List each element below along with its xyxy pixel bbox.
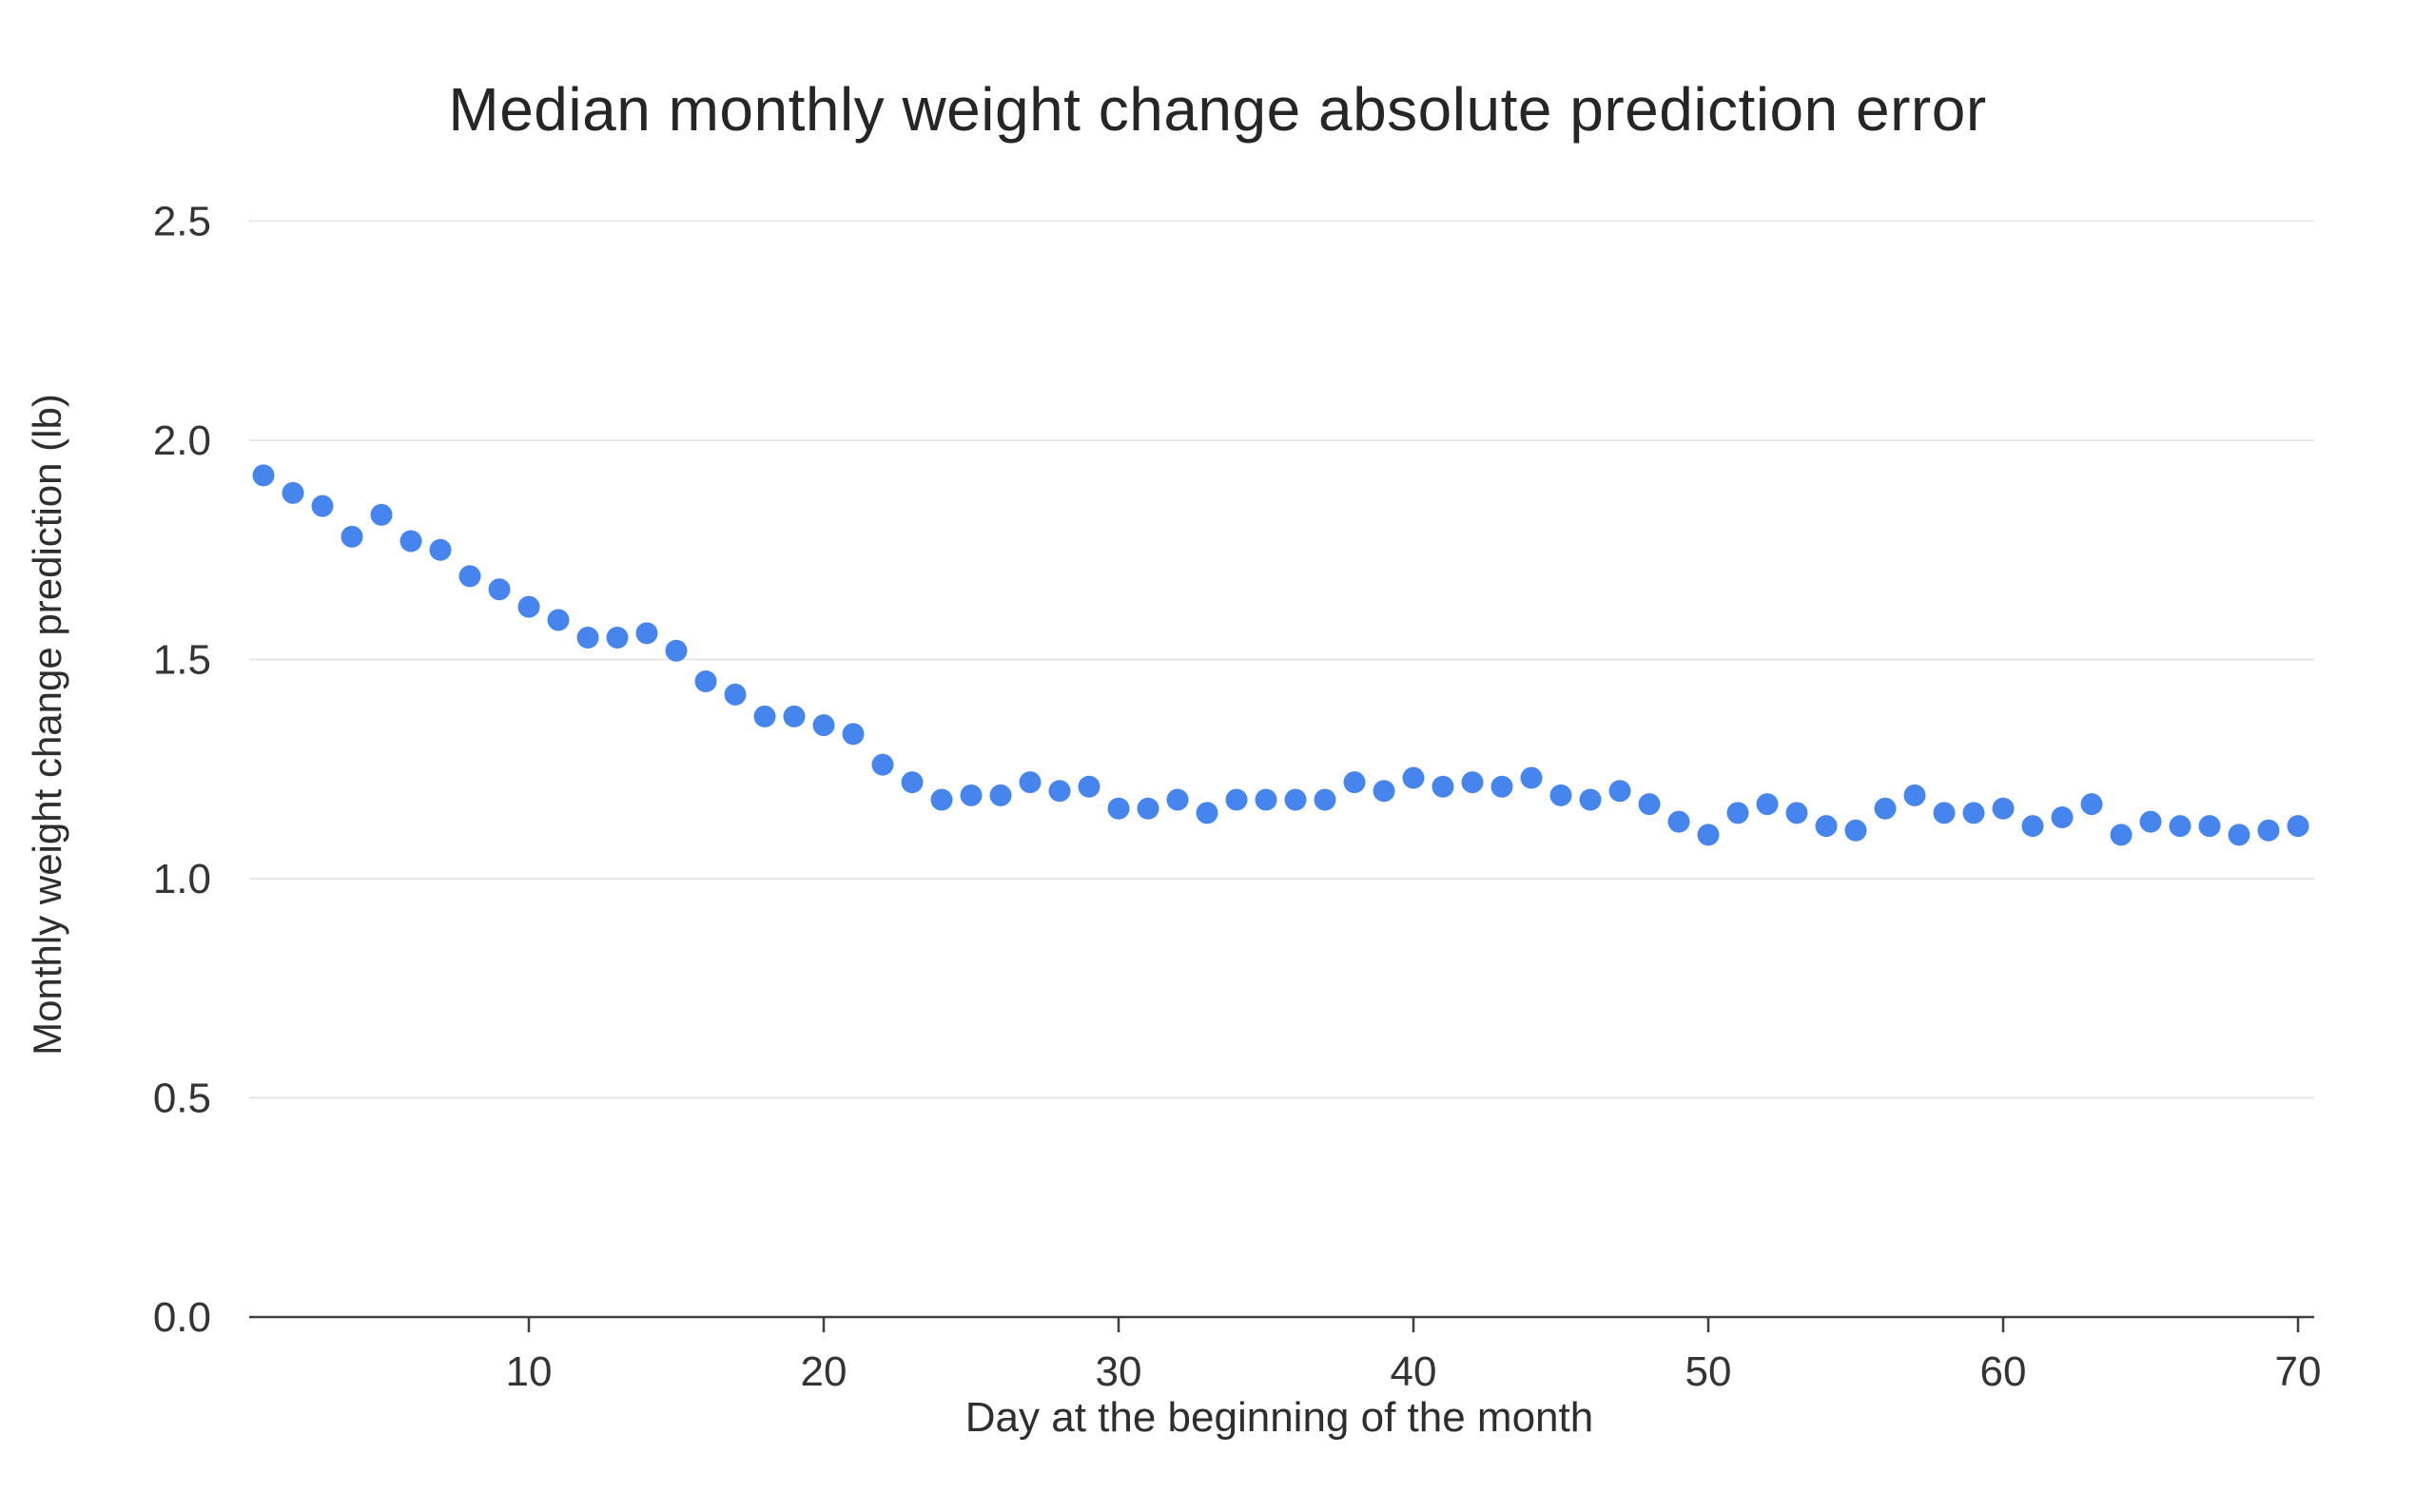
data-point xyxy=(2287,815,2309,838)
x-axis-title: Day at the beginning of the month xyxy=(964,1394,1594,1441)
data-point xyxy=(488,578,511,601)
data-point xyxy=(1726,802,1749,824)
data-point xyxy=(1874,797,1897,820)
data-point xyxy=(2257,819,2280,842)
data-point xyxy=(399,530,422,552)
data-point xyxy=(1933,802,1956,824)
y-tick-label: 1.0 xyxy=(153,856,211,902)
data-point xyxy=(1107,797,1130,820)
data-point xyxy=(2110,824,2133,846)
data-point xyxy=(694,670,717,693)
data-point xyxy=(812,714,835,737)
data-point xyxy=(311,494,334,517)
data-point xyxy=(1903,784,1926,806)
data-point xyxy=(1225,788,1248,811)
y-tick-label: 0.0 xyxy=(153,1294,211,1341)
y-tick-label: 2.0 xyxy=(153,417,211,464)
data-point xyxy=(341,525,363,548)
x-tick-label: 70 xyxy=(2275,1348,2322,1395)
data-point xyxy=(606,626,629,649)
data-point xyxy=(1490,775,1513,798)
data-point xyxy=(1166,788,1189,811)
data-point xyxy=(429,538,452,561)
data-point xyxy=(1196,802,1218,824)
data-point xyxy=(458,565,481,588)
data-point xyxy=(753,705,776,727)
y-tick-label: 1.5 xyxy=(153,637,211,684)
data-point xyxy=(576,626,599,649)
data-point xyxy=(783,705,806,727)
y-tick-label: 0.5 xyxy=(153,1076,211,1122)
data-point xyxy=(1373,780,1395,803)
data-point xyxy=(1844,819,1867,842)
data-point xyxy=(1579,788,1602,811)
x-tick-label: 20 xyxy=(801,1348,847,1395)
data-point xyxy=(1284,788,1307,811)
data-point xyxy=(1667,810,1690,833)
data-point xyxy=(1785,802,1808,824)
y-tick-label: 2.5 xyxy=(153,199,211,245)
chart-title: Median monthly weight change absolute pr… xyxy=(448,75,1987,144)
data-point xyxy=(1432,775,1454,798)
data-point xyxy=(1756,793,1779,816)
data-point xyxy=(547,609,570,631)
data-point xyxy=(252,464,275,487)
data-point xyxy=(901,771,924,794)
data-point xyxy=(960,784,983,806)
data-point xyxy=(1549,784,1572,806)
data-point xyxy=(2139,810,2162,833)
data-point xyxy=(1815,815,1838,838)
data-point xyxy=(1520,766,1543,789)
data-point xyxy=(842,723,865,746)
data-point xyxy=(1402,766,1425,789)
data-point xyxy=(517,595,540,618)
data-point xyxy=(635,622,658,645)
data-point xyxy=(665,639,688,662)
x-tick-label: 10 xyxy=(506,1348,553,1395)
x-tick-label: 50 xyxy=(1685,1348,1732,1395)
data-point xyxy=(1343,771,1366,794)
data-point xyxy=(370,503,393,526)
data-point xyxy=(989,784,1012,806)
data-point xyxy=(930,788,953,811)
data-point xyxy=(1608,780,1631,803)
data-point xyxy=(1078,775,1101,798)
data-point xyxy=(2021,815,2044,838)
data-point xyxy=(2080,793,2103,816)
data-point xyxy=(1962,802,1985,824)
data-point xyxy=(2169,815,2192,838)
data-point xyxy=(1137,797,1159,820)
data-point xyxy=(1461,771,1484,794)
x-tick-label: 30 xyxy=(1096,1348,1142,1395)
data-point xyxy=(1992,797,2015,820)
data-point xyxy=(1697,824,1720,846)
data-point xyxy=(871,753,894,776)
data-point xyxy=(2228,824,2250,846)
data-point xyxy=(282,481,304,504)
data-point xyxy=(1314,788,1336,811)
data-point xyxy=(724,683,747,706)
data-point xyxy=(1638,793,1661,816)
x-tick-label: 40 xyxy=(1391,1348,1437,1395)
x-tick-label: 60 xyxy=(1980,1348,2027,1395)
data-point xyxy=(1255,788,1277,811)
data-point xyxy=(1019,771,1042,794)
data-point xyxy=(1048,780,1071,803)
data-point xyxy=(2198,815,2221,838)
data-point xyxy=(2051,805,2074,828)
